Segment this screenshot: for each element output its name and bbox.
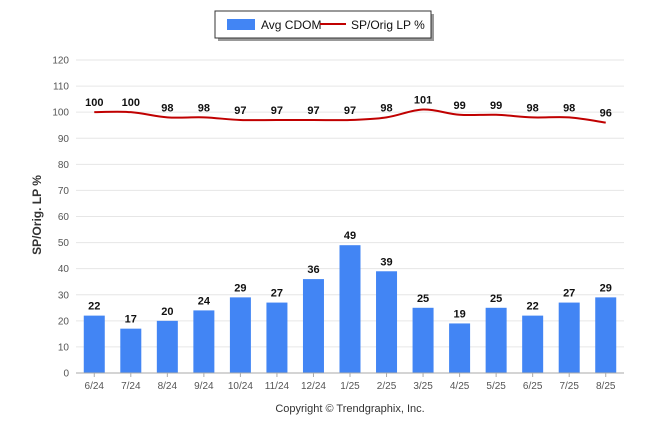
x-ticks: 6/24 7/24 8/24 9/24 10/24 11/24 12/24 1/25 2/25 3… — [85, 373, 616, 392]
x-tick-label: 6/24 — [85, 381, 105, 392]
bar — [193, 310, 215, 373]
line-data-label: 97 — [307, 105, 319, 117]
bar-data-label: 27 — [271, 288, 283, 300]
x-tick-label: 6/25 — [523, 381, 543, 392]
x-tick-label: 7/24 — [121, 381, 141, 392]
x-tick-label: 4/25 — [450, 381, 470, 392]
y-tick-label: 90 — [58, 134, 70, 145]
y-tick-label: 30 — [58, 290, 70, 301]
line-path — [94, 108, 606, 124]
line-data-label: 101 — [414, 95, 432, 107]
x-tick-label: 8/24 — [158, 381, 178, 392]
y-tick-label: 40 — [58, 264, 70, 275]
bar-data-label: 25 — [490, 293, 502, 305]
x-tick-label: 11/24 — [265, 381, 290, 392]
x-tick-label: 5/25 — [486, 381, 506, 392]
bar-data-label: 20 — [161, 306, 173, 318]
x-tick-label: 2/25 — [377, 381, 397, 392]
legend-label-bar: Avg CDOM — [261, 18, 321, 32]
bar — [120, 328, 142, 373]
x-tick-label: 9/24 — [194, 381, 214, 392]
bar — [229, 297, 251, 373]
line-data-label: 96 — [600, 108, 612, 120]
line-data-label: 97 — [344, 105, 356, 117]
x-tick-label: 12/24 — [301, 381, 326, 392]
bar-data-label: 39 — [380, 256, 392, 268]
bar-data-label: 17 — [125, 314, 137, 326]
line-data-label: 98 — [198, 102, 210, 114]
x-tick-label: 10/24 — [228, 381, 253, 392]
y-tick-label: 70 — [58, 186, 70, 197]
bar-data-label: 19 — [453, 308, 465, 320]
line-data-label: 98 — [563, 102, 575, 114]
y-tick-label: 110 — [53, 82, 69, 93]
y-tick-label: 0 — [63, 369, 69, 380]
y-axis-label: SP/Orig. LP % — [30, 175, 44, 255]
bar — [558, 302, 580, 373]
bar — [412, 307, 434, 373]
bar — [449, 323, 471, 373]
bar-data-label: 24 — [198, 295, 211, 307]
y-tick-label: 80 — [58, 160, 70, 171]
y-tick-label: 20 — [58, 316, 70, 327]
bar — [266, 302, 288, 373]
bar-data-label: 29 — [600, 282, 612, 294]
legend-swatch-bar — [227, 19, 255, 30]
bar — [595, 297, 617, 373]
line-data-label: 100 — [122, 97, 140, 109]
bar-data-label: 22 — [527, 301, 539, 313]
bar-data-label: 49 — [344, 230, 356, 242]
bar — [83, 315, 105, 373]
line-data-label: 98 — [527, 102, 539, 114]
line-data-label: 99 — [490, 100, 502, 112]
y-ticks: 0 10 20 30 40 50 60 70 80 90 100 110 120 — [52, 56, 69, 380]
y-tick-label: 50 — [58, 238, 70, 249]
bar-data-label: 29 — [234, 282, 246, 294]
bar — [522, 315, 544, 373]
bar — [339, 245, 361, 373]
bar-labels: 22 17 20 24 29 27 36 49 39 25 19 25 22 27 29 — [88, 230, 612, 325]
x-tick-label: 7/25 — [559, 381, 579, 392]
y-tick-label: 60 — [58, 212, 70, 223]
bar-data-label: 36 — [307, 264, 319, 276]
bar-data-label: 22 — [88, 301, 100, 313]
line-data-label: 98 — [380, 102, 392, 114]
bar-data-label: 27 — [563, 288, 575, 300]
x-tick-label: 3/25 — [413, 381, 433, 392]
line-data-label: 97 — [234, 105, 246, 117]
line-data-label: 98 — [161, 102, 173, 114]
y-tick-label: 120 — [52, 56, 69, 67]
line-data-label: 100 — [85, 97, 103, 109]
copyright: Copyright © Trendgraphix, Inc. — [275, 403, 424, 415]
y-tick-label: 10 — [58, 342, 70, 353]
line-labels: 100 100 98 98 97 97 97 97 98 101 99 99 98 98 96 — [85, 95, 612, 120]
bar-data-label: 25 — [417, 293, 429, 305]
legend: Avg CDOM SP/Orig LP % — [214, 10, 434, 41]
x-tick-label: 1/25 — [340, 381, 360, 392]
line-data-label: 99 — [453, 100, 465, 112]
x-tick-label: 8/25 — [596, 381, 616, 392]
bar — [156, 320, 178, 373]
bar — [376, 271, 398, 373]
legend-label-line: SP/Orig LP % — [351, 18, 425, 32]
bars — [83, 245, 617, 373]
line-series — [94, 108, 606, 124]
line-data-label: 97 — [271, 105, 283, 117]
y-tick-label: 100 — [52, 108, 69, 119]
bar — [302, 279, 324, 373]
bar — [485, 307, 507, 373]
